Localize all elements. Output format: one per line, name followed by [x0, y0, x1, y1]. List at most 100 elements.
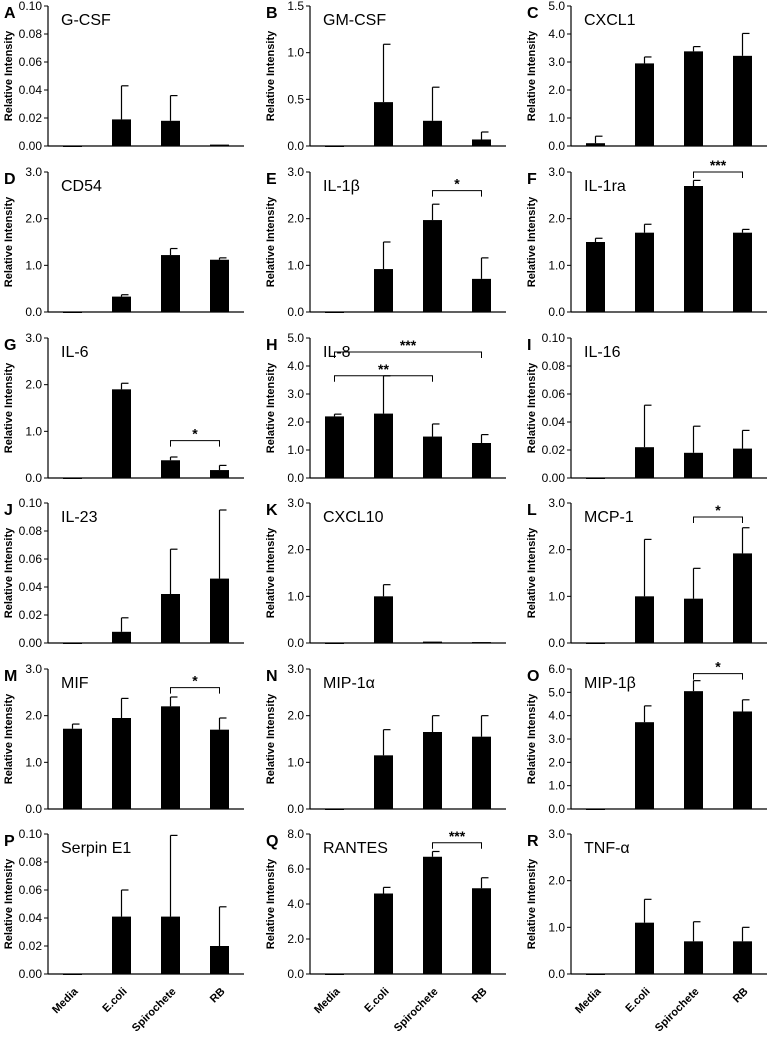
bar-spirochete — [684, 598, 703, 643]
y-tick-label: 0.10 — [19, 496, 43, 510]
y-tick-label: 2.0 — [548, 874, 565, 888]
x-category-label-spirochete: Spirochete — [130, 986, 179, 1035]
y-tick-label: 0.00 — [19, 139, 43, 153]
y-axis-label: Relative Intensity — [3, 196, 15, 287]
y-tick-label: 3.0 — [25, 331, 42, 345]
y-tick-label: 3.0 — [287, 387, 304, 401]
panel-m-mif: M MIF Relative Intensity 0.0 1.0 2.0 3.0 * — [3, 662, 244, 816]
y-tick-label: 1.0 — [548, 258, 565, 272]
chart-title: MIF — [61, 675, 89, 692]
bar-e-coli — [112, 296, 131, 312]
panel-letter-r: R — [527, 833, 539, 850]
y-tick-label: 0.0 — [548, 305, 565, 319]
chart-title: IL-1ra — [584, 178, 626, 195]
y-tick-label: 0.0 — [287, 471, 304, 485]
bar-rb — [210, 946, 229, 974]
chart-title: Serpin E1 — [61, 840, 131, 857]
bar-e-coli — [112, 916, 131, 974]
bar-e-coli — [112, 389, 131, 478]
panel-letter-m: M — [4, 668, 17, 685]
y-axis-label: Relative Intensity — [265, 362, 277, 453]
bar-spirochete — [161, 255, 180, 312]
panel-letter-e: E — [266, 171, 277, 188]
bar-e-coli — [374, 596, 393, 643]
significance-bracket — [432, 190, 482, 197]
panel-o-mip-1: O MIP-1β Relative Intensity 0.0 1.0 2.0 3.0 4.0… — [526, 659, 767, 816]
bar-media — [63, 974, 82, 975]
bar-rb — [472, 443, 491, 478]
y-tick-label: 2.0 — [548, 83, 565, 97]
x-category-label-rb: RB — [208, 986, 228, 1006]
y-tick-label: 0.04 — [19, 83, 43, 97]
panel-l-mcp-1: L MCP-1 Relative Intensity 0.0 1.0 2.0 3.0 * — [526, 496, 767, 650]
category-labels-group: Media E.coli Spirochete RB Media E.coli Spiroc… — [50, 985, 751, 1034]
y-axis-label: Relative Intensity — [3, 858, 15, 949]
bar-spirochete — [161, 120, 180, 146]
chart-title: IL-1β — [323, 178, 360, 195]
panel-letter-g: G — [4, 337, 16, 354]
significance-bracket — [170, 687, 220, 694]
panel-letter-l: L — [527, 502, 537, 519]
bar-rb — [210, 259, 229, 312]
significance-label: * — [715, 659, 721, 675]
y-tick-label: 0.10 — [19, 827, 43, 841]
panel-letter-q: Q — [266, 833, 278, 850]
bar-rb — [733, 941, 752, 974]
panel-letter-o: O — [527, 668, 539, 685]
x-category-label-e-coli: E.coli — [362, 986, 391, 1015]
bar-spirochete — [161, 594, 180, 643]
y-axis-label: Relative Intensity — [526, 693, 538, 784]
y-tick-label: 2.0 — [548, 543, 565, 557]
significance-label: *** — [449, 828, 466, 844]
panel-q-rantes: Q RANTES Relative Intensity 0.0 2.0 4.0 6.0 8.0… — [265, 827, 506, 981]
y-tick-label: 0.00 — [19, 636, 43, 650]
y-tick-label: 1.0 — [25, 258, 42, 272]
panel-p-serpin-e1: P Serpin E1 Relative Intensity 0.00 0.02 0.04… — [3, 827, 244, 981]
y-tick-label: 4.0 — [287, 897, 304, 911]
y-tick-label: 0.04 — [19, 580, 43, 594]
y-tick-label: 3.0 — [287, 165, 304, 179]
y-tick-label: 0.06 — [19, 55, 43, 69]
y-axis-label: Relative Intensity — [265, 30, 277, 121]
y-tick-label: 4.0 — [287, 359, 304, 373]
y-tick-label: 0.0 — [548, 636, 565, 650]
y-tick-label: 3.0 — [287, 662, 304, 676]
panel-letter-p: P — [4, 833, 15, 850]
y-tick-label: 0.04 — [542, 415, 566, 429]
panel-f-il-1ra: F IL-1ra Relative Intensity 0.0 1.0 2.0 3.0 *** — [526, 157, 767, 319]
panel-j-il-23: J IL-23 Relative Intensity 0.00 0.02 0.04 0.06… — [3, 496, 244, 650]
bar-rb — [210, 578, 229, 643]
y-tick-label: 4.0 — [548, 709, 565, 723]
bar-media — [325, 974, 344, 975]
bar-rb — [472, 278, 491, 312]
panel-n-mip-1: N MIP-1α Relative Intensity 0.0 1.0 2.0 3.0 — [265, 662, 506, 816]
bar-rb — [472, 888, 491, 974]
panel-r-tnf: R TNF-α Relative Intensity 0.0 1.0 2.0 3.0 — [526, 827, 767, 981]
y-tick-label: 6.0 — [287, 862, 304, 876]
panel-letter-k: K — [266, 502, 278, 519]
y-tick-label: 0.0 — [287, 139, 304, 153]
panel-letter-a: A — [4, 5, 16, 22]
chart-title: MIP-1β — [584, 675, 636, 692]
y-tick-label: 0.0 — [25, 305, 42, 319]
y-tick-label: 1.0 — [287, 443, 304, 457]
bar-spirochete — [423, 220, 442, 312]
significance-bracket — [334, 351, 482, 358]
bar-rb — [733, 711, 752, 809]
panel-letter-b: B — [266, 5, 278, 22]
bar-spirochete — [684, 691, 703, 809]
bar-media — [63, 146, 82, 147]
significance-label: * — [715, 502, 721, 518]
y-tick-label: 1.0 — [287, 258, 304, 272]
chart-title: CXCL1 — [584, 12, 636, 29]
y-tick-label: 0.0 — [548, 139, 565, 153]
y-tick-label: 0.06 — [542, 387, 566, 401]
bar-spirochete — [423, 436, 442, 478]
y-axis-label: Relative Intensity — [526, 858, 538, 949]
bar-rb — [733, 448, 752, 478]
y-tick-label: 2.0 — [287, 709, 304, 723]
significance-bracket — [432, 842, 482, 849]
y-tick-label: 0.0 — [25, 471, 42, 485]
